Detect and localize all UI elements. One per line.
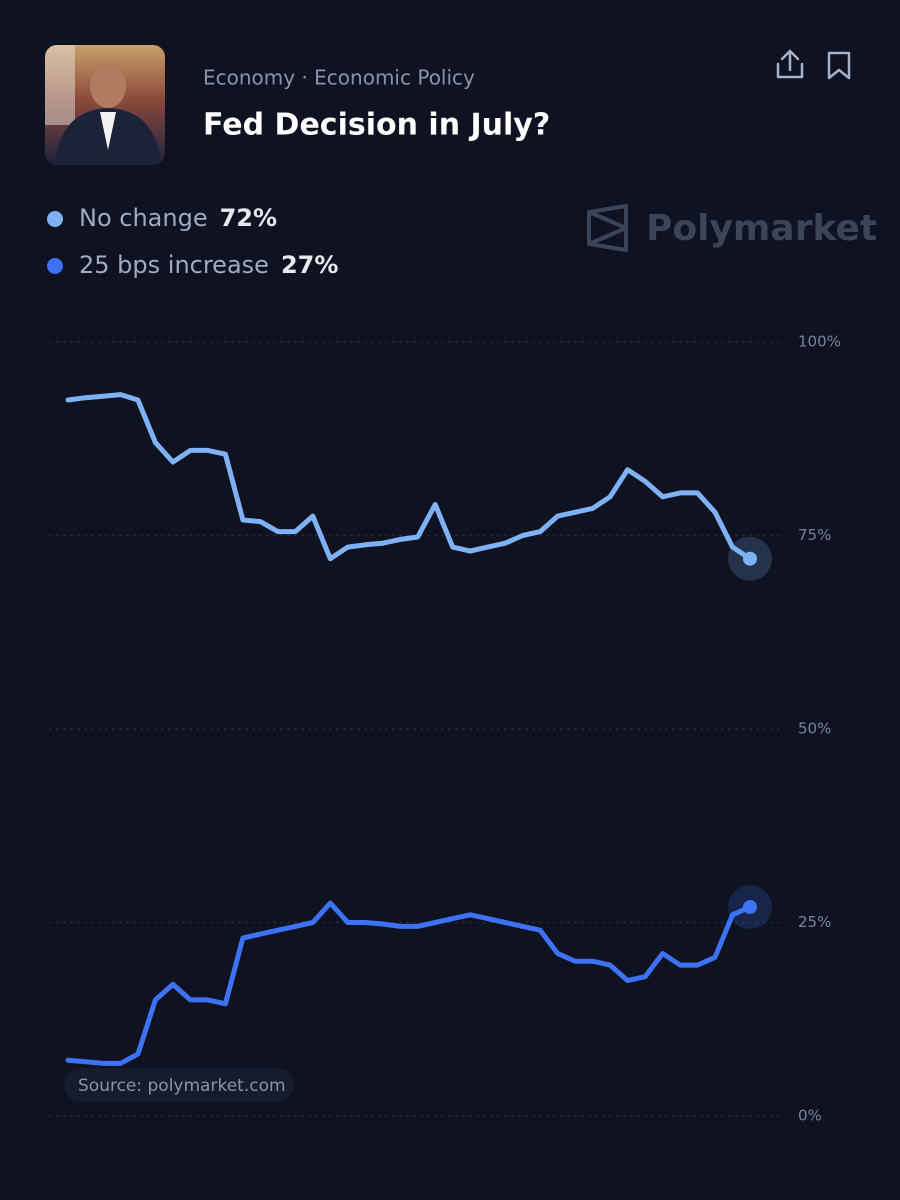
endpoint — [743, 900, 757, 915]
legend-label: No change — [79, 204, 208, 232]
source-pill — [64, 1068, 294, 1102]
legend-label: 25 bps increase — [79, 251, 269, 279]
market-image — [45, 45, 165, 165]
plot: 100% 75% 50% 25% 0% — [49, 333, 841, 1125]
y-tick-label: 50% — [798, 720, 831, 738]
endpoint — [743, 551, 757, 566]
share-button[interactable] — [776, 49, 804, 79]
legend-dot — [47, 258, 63, 274]
series-line — [65, 900, 753, 1066]
category: Economy · Economic Policy — [203, 66, 475, 90]
y-tick-label: 0% — [798, 1107, 822, 1125]
y-tick-label: 75% — [798, 526, 831, 544]
legend-dot — [47, 211, 63, 227]
watermark: Polymarket — [646, 208, 877, 249]
legend: No change 72% 25 bps increase 27% — [47, 204, 338, 279]
series-line — [65, 392, 753, 562]
bookmark-button[interactable] — [827, 51, 851, 80]
title: Fed Decision in July? — [203, 108, 550, 143]
legend-value: 27% — [281, 251, 338, 279]
y-tick-label: 25% — [798, 913, 831, 931]
watermark-logo — [587, 204, 628, 252]
y-tick-label: 100% — [798, 333, 841, 351]
legend-value: 72% — [220, 204, 277, 232]
source: Source: polymarket.com — [78, 1076, 286, 1096]
